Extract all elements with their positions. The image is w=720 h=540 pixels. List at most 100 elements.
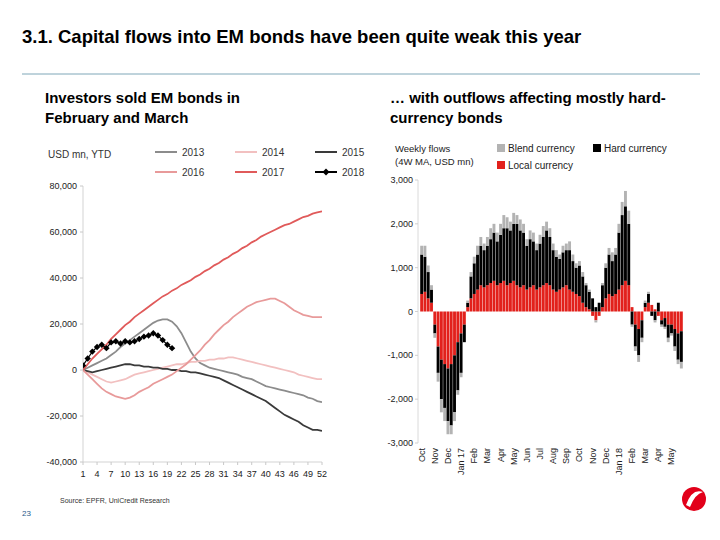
bar-segment — [594, 320, 597, 322]
bar-segment — [423, 246, 426, 257]
bar-segment — [670, 325, 673, 334]
x-tick — [251, 462, 252, 465]
bar-segment — [627, 285, 630, 311]
x-tick — [139, 462, 140, 465]
y-tick-label: 3,000 — [390, 175, 413, 185]
x-tick-label: 1 — [80, 469, 85, 479]
bar-segment — [506, 228, 509, 285]
bar-segment — [650, 312, 653, 316]
bar-segment — [644, 307, 647, 311]
bar-segment — [604, 263, 607, 267]
bar-segment — [529, 230, 532, 239]
bar-segment — [509, 230, 512, 283]
series-line — [83, 357, 322, 382]
legend-label: Hard currency — [604, 143, 667, 154]
bar-segment — [667, 338, 670, 342]
series-line — [83, 299, 322, 399]
bar-segment — [525, 290, 528, 312]
bar-segment — [654, 312, 657, 321]
x-tick — [223, 462, 224, 465]
legend-marker — [323, 169, 330, 176]
bar-segment — [502, 215, 505, 228]
bar-segment — [562, 246, 565, 253]
bar-segment — [476, 290, 479, 312]
bar-segment — [443, 364, 446, 408]
bar-segment — [437, 312, 440, 347]
bar-segment — [640, 312, 643, 321]
x-tick-label: Sep — [561, 448, 571, 464]
bar-segment — [427, 298, 430, 311]
x-tick-label: Mar — [640, 448, 650, 464]
bar-segment — [680, 362, 683, 369]
x-tick-label: Feb — [627, 448, 637, 464]
x-tick-label: Jan 18 — [614, 448, 624, 475]
bar-segment — [562, 252, 565, 287]
bar-segment — [499, 283, 502, 311]
bar-segment — [621, 215, 624, 285]
bar-segment — [552, 250, 555, 289]
bar-segment — [496, 233, 499, 242]
bar-segment — [598, 312, 601, 316]
bar-segment — [614, 294, 617, 312]
y-tick — [80, 232, 83, 233]
bar-segment — [562, 287, 565, 311]
series-marker — [164, 342, 170, 348]
series-marker — [155, 332, 161, 338]
bar-segment — [611, 252, 614, 261]
bar-segment — [545, 222, 548, 231]
bar-segment — [506, 285, 509, 311]
bar-segment — [611, 296, 614, 311]
bar-segment — [509, 283, 512, 311]
bar-segment — [522, 224, 525, 233]
bar-segment — [509, 222, 512, 231]
bar-segment — [463, 311, 466, 312]
bar-segment — [631, 312, 634, 325]
legend-swatch — [497, 161, 505, 169]
bar-segment — [493, 224, 496, 233]
right-plot — [420, 191, 683, 434]
x-tick — [209, 462, 210, 465]
bar-segment — [433, 312, 436, 325]
legend-swatch — [235, 151, 257, 153]
y-tick-label: -1,000 — [387, 350, 413, 360]
x-tick-label: Jun — [522, 448, 532, 463]
bar-segment — [473, 294, 476, 312]
y-tick — [415, 399, 418, 400]
bar-segment — [558, 255, 561, 259]
bar-segment — [637, 355, 640, 362]
bar-segment — [644, 303, 647, 307]
y-tick-label: -20,000 — [46, 411, 77, 421]
x-tick — [279, 462, 280, 465]
bar-segment — [535, 290, 538, 312]
bar-segment — [644, 301, 647, 303]
bar-segment — [608, 248, 611, 255]
y-axis-label: USD mn, YTD — [48, 149, 111, 160]
right-chart: -3,000-2,000-1,00001,0002,0003,000OctNov… — [387, 143, 682, 475]
bar-segment — [453, 312, 456, 356]
bar-segment — [588, 309, 591, 311]
bar-segment — [542, 285, 545, 311]
x-tick-label: 4 — [95, 469, 100, 479]
bar-segment — [624, 206, 627, 281]
bar-segment — [433, 333, 436, 337]
bar-segment — [545, 230, 548, 283]
series-marker — [89, 348, 95, 354]
bar-segment — [516, 215, 519, 224]
bar-segment — [621, 285, 624, 311]
x-tick-label: 43 — [275, 469, 285, 479]
bar-segment — [640, 320, 643, 338]
x-tick-label: Dec — [443, 448, 453, 465]
bar-segment — [430, 290, 433, 303]
bar-segment — [631, 325, 634, 327]
bar-segment — [604, 298, 607, 311]
bar-segment — [529, 287, 532, 311]
x-tick-label: 34 — [233, 469, 243, 479]
bar-segment — [423, 257, 426, 292]
bar-segment — [647, 303, 650, 312]
y-tick — [80, 324, 83, 325]
bar-segment — [493, 233, 496, 281]
series-marker — [159, 337, 165, 343]
bar-segment — [624, 281, 627, 312]
x-tick-label: 46 — [289, 469, 299, 479]
bar-segment — [489, 228, 492, 239]
